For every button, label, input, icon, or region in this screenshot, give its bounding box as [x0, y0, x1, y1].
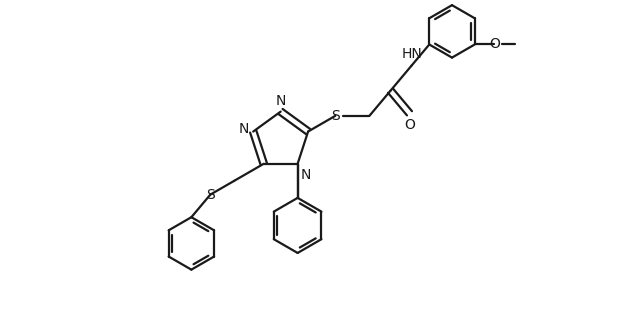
Text: N: N [300, 168, 310, 182]
Text: S: S [331, 109, 340, 123]
Text: S: S [206, 188, 214, 202]
Text: O: O [404, 118, 415, 132]
Text: N: N [275, 94, 286, 108]
Text: HN: HN [401, 47, 422, 61]
Text: N: N [239, 122, 250, 136]
Text: O: O [489, 37, 500, 51]
